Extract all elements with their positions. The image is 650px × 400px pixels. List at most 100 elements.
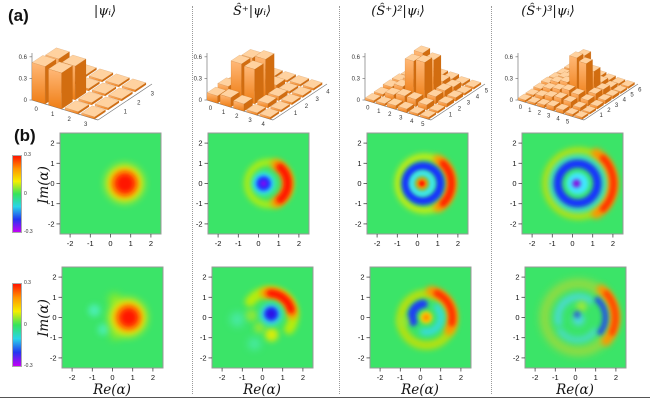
svg-text:2: 2 [151, 373, 155, 382]
colorbar-max-label: 0.3 [24, 280, 31, 286]
svg-text:-1: -1 [235, 239, 242, 248]
colorbar-gradient [12, 283, 22, 367]
wigner-plot-r1c1: 2 1 0 -1 -2 -2 -1 0 1 2 [48, 132, 162, 248]
svg-text:-2: -2 [67, 239, 74, 248]
svg-text:-1: -1 [394, 239, 401, 248]
svg-text:-2: -2 [50, 353, 57, 362]
svg-text:0: 0 [366, 106, 370, 112]
state-title-psi: |ψᵢ⟩ [93, 4, 117, 19]
svg-text:2: 2 [614, 373, 618, 382]
svg-text:0: 0 [260, 373, 264, 382]
svg-text:-2: -2 [200, 353, 207, 362]
svg-text:-1: -1 [50, 333, 57, 342]
svg-text:0: 0 [510, 98, 514, 104]
svg-text:-2: -2 [377, 373, 384, 382]
svg-text:2: 2 [512, 139, 516, 148]
svg-text:-2: -2 [196, 219, 203, 228]
svg-text:3: 3 [399, 116, 403, 122]
svg-text:3: 3 [248, 118, 252, 124]
svg-text:1: 1 [50, 159, 54, 168]
colorbar-min-label: -0.3 [24, 229, 33, 235]
re-axis-label-c3: Re(α) [401, 382, 439, 398]
column-separator-1 [192, 6, 193, 394]
svg-text:4: 4 [326, 90, 330, 96]
svg-text:5: 5 [630, 93, 634, 99]
svg-text:0: 0 [199, 98, 203, 104]
wigner-plot-r2c2: 2 1 0 -1 -2 -2 -1 0 1 2 [200, 266, 314, 382]
svg-text:1: 1 [281, 373, 285, 382]
svg-text:-1: -1 [397, 373, 404, 382]
svg-text:2: 2 [459, 373, 463, 382]
svg-text:0.6: 0.6 [505, 55, 514, 61]
svg-text:-1: -1 [358, 333, 365, 342]
svg-text:-2: -2 [69, 373, 76, 382]
svg-text:-2: -2 [374, 239, 381, 248]
svg-text:-2: -2 [529, 239, 536, 248]
svg-text:0: 0 [50, 179, 54, 188]
svg-text:0.3: 0.3 [505, 76, 514, 82]
svg-text:0: 0 [24, 98, 28, 104]
svg-text:0: 0 [108, 239, 112, 248]
svg-text:0: 0 [198, 179, 202, 188]
svg-text:1: 1 [512, 159, 516, 168]
svg-text:1: 1 [439, 373, 443, 382]
svg-text:-1: -1 [239, 373, 246, 382]
colorbar-max-label: 0.3 [24, 152, 31, 158]
svg-text:-2: -2 [532, 373, 539, 382]
svg-text:1: 1 [51, 112, 55, 118]
svg-text:1: 1 [357, 159, 361, 168]
svg-text:3: 3 [467, 100, 471, 106]
svg-text:2: 2 [198, 139, 202, 148]
svg-text:5: 5 [421, 122, 425, 128]
svg-text:1: 1 [198, 159, 202, 168]
svg-text:1: 1 [202, 293, 206, 302]
svg-text:3: 3 [547, 114, 551, 120]
svg-text:0.6: 0.6 [352, 55, 361, 61]
svg-text:-1: -1 [89, 373, 96, 382]
svg-text:2: 2 [538, 111, 542, 117]
svg-text:-1: -1 [196, 199, 203, 208]
svg-text:2: 2 [515, 273, 519, 282]
svg-text:4: 4 [410, 119, 414, 125]
svg-text:0.6: 0.6 [19, 55, 28, 61]
svg-text:4: 4 [623, 98, 627, 104]
svg-text:0: 0 [202, 313, 206, 322]
svg-text:1: 1 [600, 113, 604, 119]
svg-text:0: 0 [418, 373, 422, 382]
wigner-plot-r2c3: 2 1 0 -1 -2 -2 -1 0 1 2 [358, 266, 472, 382]
svg-text:2: 2 [456, 239, 460, 248]
figure-bottom-rule [0, 397, 650, 398]
svg-text:0: 0 [110, 373, 114, 382]
wigner-plot-r1c2: 2 1 0 -1 -2 -2 -1 0 1 2 [196, 132, 310, 248]
svg-text:2: 2 [458, 106, 462, 112]
svg-text:2: 2 [388, 112, 392, 118]
svg-text:1: 1 [124, 110, 128, 116]
svg-text:2: 2 [50, 139, 54, 148]
svg-text:2: 2 [305, 104, 309, 110]
svg-text:-2: -2 [48, 219, 55, 228]
svg-text:0: 0 [519, 105, 523, 111]
re-axis-label-c2: Re(α) [243, 382, 281, 398]
svg-text:2: 2 [68, 117, 72, 123]
svg-text:3: 3 [151, 92, 155, 98]
svg-text:0.3: 0.3 [19, 76, 28, 82]
svg-text:3: 3 [615, 103, 619, 109]
svg-text:1: 1 [591, 239, 595, 248]
panel-b-label: (b) [14, 126, 36, 145]
svg-text:-1: -1 [510, 199, 517, 208]
svg-text:-2: -2 [355, 219, 362, 228]
svg-text:-2: -2 [219, 373, 226, 382]
colorbar-row1: 0.3 0 -0.3 [12, 153, 33, 235]
svg-text:0: 0 [35, 107, 39, 113]
density-barchart-psi: 0 0.3 0.6 0 1 2 3 1 2 3 [19, 47, 155, 128]
colorbar-zero-label: 0 [24, 322, 27, 328]
svg-text:5: 5 [566, 119, 570, 125]
svg-text:1: 1 [277, 239, 281, 248]
svg-text:-1: -1 [87, 239, 94, 248]
svg-text:0.3: 0.3 [194, 76, 203, 82]
svg-text:2: 2 [357, 139, 361, 148]
svg-text:1: 1 [360, 293, 364, 302]
svg-text:1: 1 [594, 373, 598, 382]
